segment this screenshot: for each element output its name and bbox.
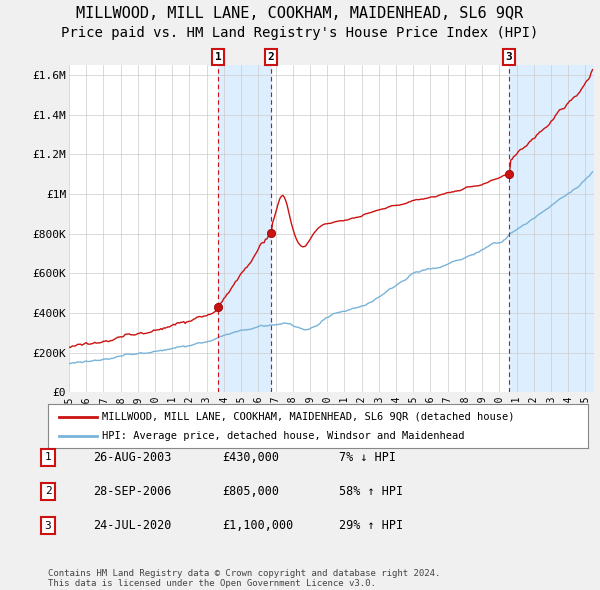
Text: £430,000: £430,000: [222, 451, 279, 464]
Text: 2: 2: [44, 487, 52, 496]
Text: 29% ↑ HPI: 29% ↑ HPI: [339, 519, 403, 532]
Text: 26-AUG-2003: 26-AUG-2003: [93, 451, 172, 464]
Text: £805,000: £805,000: [222, 485, 279, 498]
Text: 3: 3: [44, 521, 52, 530]
Text: 58% ↑ HPI: 58% ↑ HPI: [339, 485, 403, 498]
Text: HPI: Average price, detached house, Windsor and Maidenhead: HPI: Average price, detached house, Wind…: [102, 431, 464, 441]
Text: 28-SEP-2006: 28-SEP-2006: [93, 485, 172, 498]
Text: 3: 3: [505, 52, 512, 62]
Bar: [218, 65, 271, 392]
Text: 24-JUL-2020: 24-JUL-2020: [93, 519, 172, 532]
Text: 7% ↓ HPI: 7% ↓ HPI: [339, 451, 396, 464]
Text: 2: 2: [268, 52, 274, 62]
Text: 1: 1: [215, 52, 221, 62]
Text: MILLWOOD, MILL LANE, COOKHAM, MAIDENHEAD, SL6 9QR (detached house): MILLWOOD, MILL LANE, COOKHAM, MAIDENHEAD…: [102, 412, 515, 421]
Text: Price paid vs. HM Land Registry's House Price Index (HPI): Price paid vs. HM Land Registry's House …: [61, 26, 539, 40]
Text: 1: 1: [44, 453, 52, 462]
Bar: [509, 65, 594, 392]
Text: MILLWOOD, MILL LANE, COOKHAM, MAIDENHEAD, SL6 9QR: MILLWOOD, MILL LANE, COOKHAM, MAIDENHEAD…: [76, 6, 524, 21]
Text: £1,100,000: £1,100,000: [222, 519, 293, 532]
Text: Contains HM Land Registry data © Crown copyright and database right 2024.
This d: Contains HM Land Registry data © Crown c…: [48, 569, 440, 588]
